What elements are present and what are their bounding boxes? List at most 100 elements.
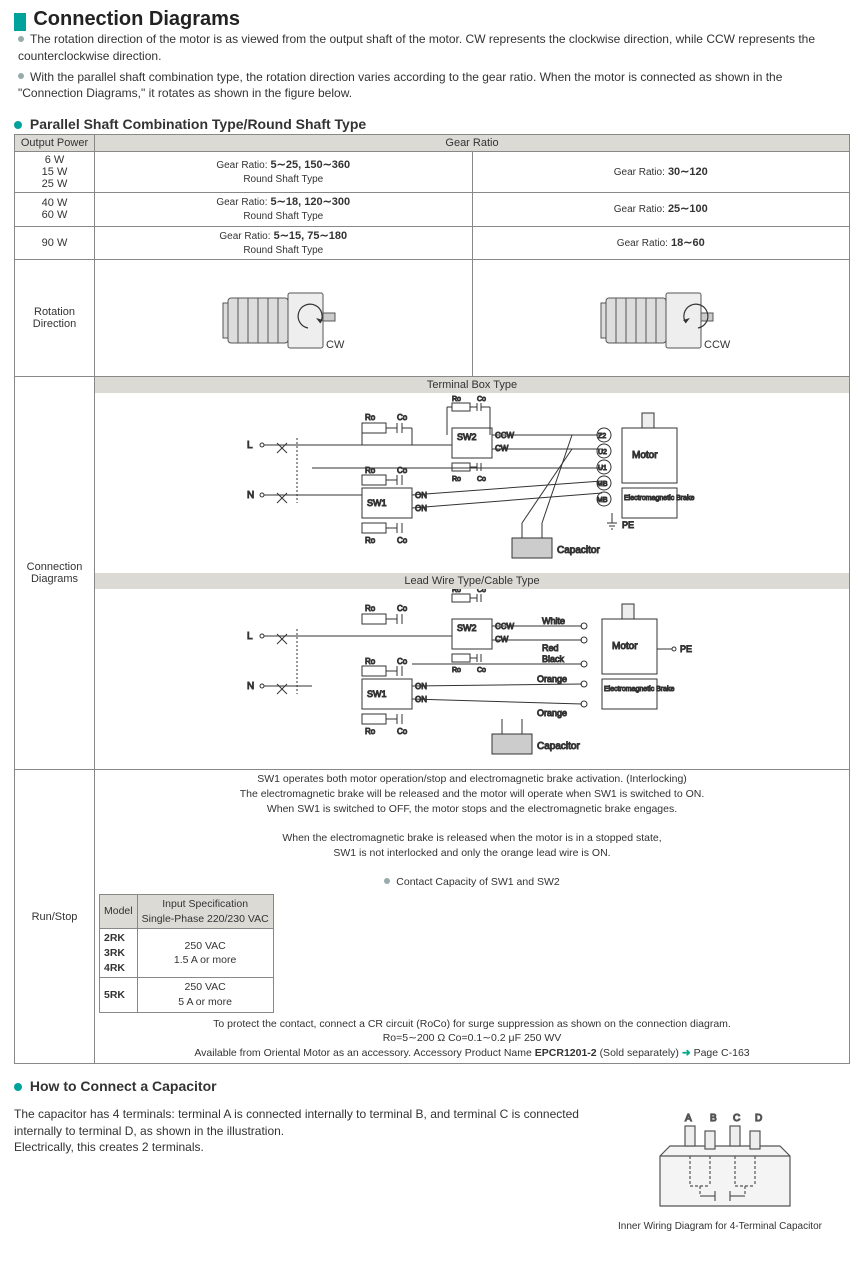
teal-dot-icon: [14, 1083, 22, 1091]
svg-text:D: D: [755, 1113, 762, 1124]
svg-text:L: L: [247, 631, 253, 642]
svg-text:Z2: Z2: [598, 433, 606, 440]
lead-wire-header: Lead Wire Type/Cable Type: [95, 573, 849, 589]
intro-block: The rotation direction of the motor is a…: [14, 31, 850, 102]
svg-text:Co: Co: [477, 396, 486, 403]
svg-text:Ro: Ro: [452, 667, 461, 674]
svg-text:White: White: [542, 616, 565, 626]
svg-text:Ro: Ro: [365, 466, 376, 475]
svg-text:Co: Co: [397, 727, 408, 736]
note-line: SW1 operates both motor operation/stop a…: [99, 772, 845, 787]
svg-text:Electromagnetic Brake: Electromagnetic Brake: [624, 495, 695, 502]
svg-text:Black: Black: [542, 654, 565, 664]
svg-text:SW2: SW2: [457, 432, 477, 442]
gear-cell-right: Gear Ratio: 30∼120: [472, 152, 850, 193]
gear-ratio-table: Output Power Gear Ratio 6 W 15 W 25 W Ge…: [14, 134, 850, 1064]
run-stop-notes: SW1 operates both motor operation/stop a…: [95, 770, 850, 1063]
teal-dot-icon: [14, 121, 22, 129]
svg-text:C: C: [733, 1113, 740, 1124]
svg-text:Orange: Orange: [537, 708, 567, 718]
accessory-name: EPCR1201-2: [535, 1047, 597, 1059]
svg-text:Ro: Ro: [365, 727, 376, 736]
svg-text:A: A: [685, 1113, 692, 1124]
svg-text:Orange: Orange: [537, 674, 567, 684]
contact-header: Contact Capacity of SW1 and SW2: [396, 876, 559, 888]
model-cell: 2RK 3RK 4RK: [100, 929, 138, 978]
note-line: When SW1 is switched to OFF, the motor s…: [99, 802, 845, 817]
th-model: Model: [100, 894, 138, 928]
power-cell: 90 W: [15, 226, 95, 260]
svg-text:ON: ON: [415, 504, 427, 513]
power-cell: 40 W 60 W: [15, 193, 95, 227]
svg-text:B: B: [710, 1113, 717, 1124]
spec-cell: 250 VAC 1.5 A or more: [137, 929, 273, 978]
svg-text:Ro: Ro: [452, 476, 461, 483]
th-spec: Input Specification Single-Phase 220/230…: [137, 894, 273, 928]
terminal-box-diagram: L N Ro Co SW2 CCW C: [112, 393, 832, 573]
capacitor-text: The capacitor has 4 terminals: terminal …: [14, 1106, 590, 1232]
bullet-icon: [384, 878, 390, 884]
section-title-text: Parallel Shaft Combination Type/Round Sh…: [30, 116, 366, 132]
capacitor-diagram: A B C D: [630, 1106, 810, 1216]
svg-text:Co: Co: [477, 667, 486, 674]
section-title: Parallel Shaft Combination Type/Round Sh…: [14, 116, 850, 132]
svg-text:Co: Co: [397, 604, 408, 613]
th-gear-ratio: Gear Ratio: [95, 135, 850, 152]
page-ref: Page C-163: [694, 1047, 750, 1059]
svg-text:L: L: [247, 440, 253, 451]
capacitor-title: How to Connect a Capacitor: [14, 1078, 850, 1094]
svg-text:PE: PE: [622, 520, 634, 530]
capacitor-section: The capacitor has 4 terminals: terminal …: [14, 1106, 850, 1232]
capacitor-title-text: How to Connect a Capacitor: [30, 1078, 217, 1094]
svg-text:MB: MB: [597, 497, 608, 504]
gear-cell-left: Gear Ratio: 5∼25, 150∼360 Round Shaft Ty…: [95, 152, 473, 193]
gear-cell-right: Gear Ratio: 25∼100: [472, 193, 850, 227]
svg-text:Red: Red: [542, 643, 559, 653]
intro-2: With the parallel shaft combination type…: [18, 70, 782, 101]
th-output-power: Output Power: [15, 135, 95, 152]
svg-text:MB: MB: [597, 481, 608, 488]
svg-text:SW2: SW2: [457, 623, 477, 633]
svg-text:U1: U1: [598, 465, 607, 472]
terminal-box-header: Terminal Box Type: [95, 377, 849, 393]
model-cell: 5RK: [100, 978, 138, 1012]
rotation-label: Rotation Direction: [15, 260, 95, 377]
svg-text:PE: PE: [680, 644, 692, 654]
svg-text:Co: Co: [397, 466, 408, 475]
svg-text:Ro: Ro: [452, 396, 461, 403]
bullet-icon: [18, 36, 24, 42]
motor-ccw-icon: CCW: [586, 268, 736, 368]
connection-label: Connection Diagrams: [15, 377, 95, 770]
arrow-icon: ➜: [682, 1047, 691, 1059]
capacitor-diagram-block: A B C D Inner Wiring Diagram for 4-Termi…: [590, 1106, 850, 1232]
svg-text:Ro: Ro: [365, 536, 376, 545]
svg-text:Co: Co: [477, 589, 486, 594]
note-line: To protect the contact, connect a CR cir…: [99, 1017, 845, 1032]
svg-text:N: N: [247, 490, 254, 501]
svg-text:SW1: SW1: [367, 689, 387, 699]
svg-text:Co: Co: [397, 657, 408, 666]
svg-text:CCW: CCW: [704, 339, 731, 351]
gear-cell-right: Gear Ratio: 18∼60: [472, 226, 850, 260]
gear-cell-left: Gear Ratio: 5∼18, 120∼300 Round Shaft Ty…: [95, 193, 473, 227]
lead-wire-diagram: L N Ro Co SW2 CCW CW RoCo: [112, 589, 832, 769]
svg-text:Capacitor: Capacitor: [537, 741, 580, 752]
svg-text:Electromagnetic Brake: Electromagnetic Brake: [604, 686, 675, 693]
svg-text:Co: Co: [397, 536, 408, 545]
note-line: Available from Oriental Motor as an acce…: [99, 1046, 845, 1061]
svg-text:Ro: Ro: [365, 413, 376, 422]
svg-text:ON: ON: [415, 491, 427, 500]
spec-cell: 250 VAC 5 A or more: [137, 978, 273, 1012]
page-title: Connection Diagrams: [14, 8, 850, 31]
note-line: When the electromagnetic brake is releas…: [99, 831, 845, 846]
note-line: The electromagnetic brake will be releas…: [99, 787, 845, 802]
svg-text:Motor: Motor: [612, 641, 638, 652]
capacitor-caption: Inner Wiring Diagram for 4-Terminal Capa…: [590, 1221, 850, 1232]
bullet-icon: [18, 73, 24, 79]
motor-cw-cell: CW: [95, 260, 473, 377]
connection-diagrams-cell: Terminal Box Type L N Ro Co: [95, 377, 850, 770]
title-text: Connection Diagrams: [33, 8, 240, 30]
svg-text:N: N: [247, 681, 254, 692]
note-line: SW1 is not interlocked and only the oran…: [99, 846, 845, 861]
svg-text:Ro: Ro: [365, 604, 376, 613]
